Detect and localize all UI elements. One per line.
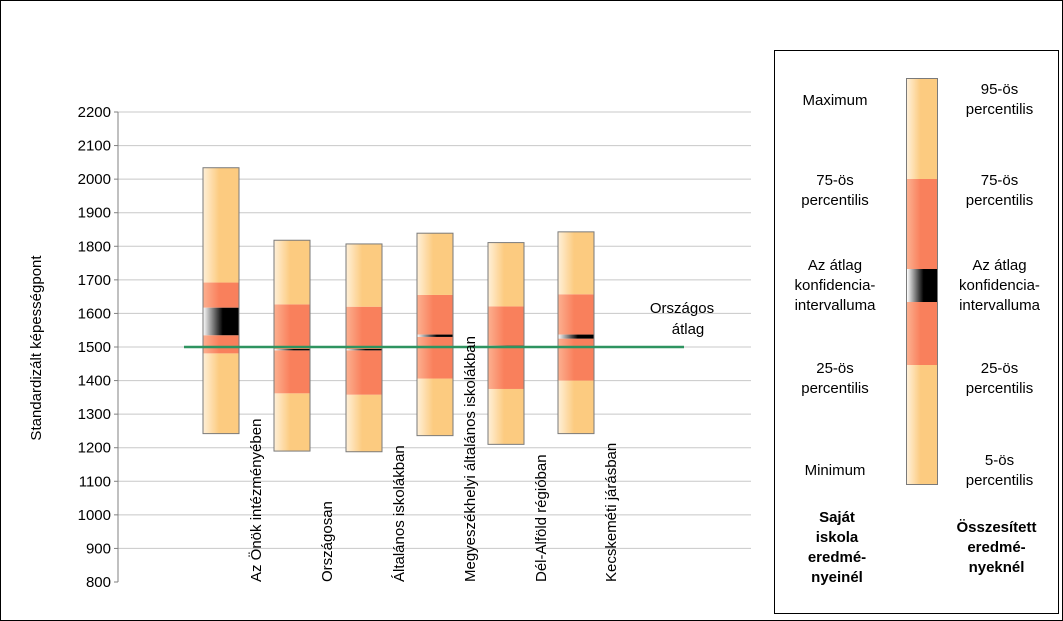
category-label: Megyeszékhelyi általános iskolákban <box>462 336 479 582</box>
box-5 <box>487 242 525 445</box>
y-tick-label: 1100 <box>79 473 111 490</box>
box-outline <box>487 242 525 445</box>
chart-plot: 800 900 1000 1100 1200 1300 1400 1500 1600 1700 18… <box>28 104 751 591</box>
box-upper-whisker <box>274 240 310 305</box>
box-upper-quartile <box>203 282 239 308</box>
category-label: Kecskeméti járásban <box>603 443 620 582</box>
legend-right-title: Összesített eredmé-nyeknél <box>956 519 1037 576</box>
legend: Maximum 75-ös percentilis Az átlag konfide… <box>774 50 1059 614</box>
box-2 <box>273 239 311 452</box>
reference-label-line1: Országos <box>650 300 714 317</box>
y-tick-label: 1200 <box>78 440 111 457</box>
legend-right-ci: Az átlag konfidencia-intervalluma <box>959 257 1040 314</box>
box-lower-quartile <box>558 338 594 381</box>
legend-right-p25: 25-ös percentilis <box>965 360 1034 397</box>
category-label: Általános iskolákban <box>391 445 408 582</box>
y-tick-label: 1400 <box>78 373 111 390</box>
box-outline <box>273 239 311 452</box>
box-lower-quartile <box>346 350 382 395</box>
box-lower-quartile <box>417 336 453 379</box>
box-lower-whisker <box>274 393 310 452</box>
legend-right-p95: 95-ös percentilis <box>965 81 1034 118</box>
box-lower-quartile <box>274 350 310 394</box>
y-tick-label: 900 <box>86 540 111 557</box>
y-tick-label: 1900 <box>78 205 111 222</box>
box-lower-whisker <box>203 353 239 434</box>
legend-left-p25: 25-ös percentilis <box>801 360 869 397</box>
box-upper-whisker <box>488 242 524 307</box>
box-confidence-interval <box>203 307 239 336</box>
box-upper-whisker <box>203 167 239 283</box>
legend-segment-ci <box>907 269 937 302</box>
category-label: Dél-Alföld régióban <box>533 454 550 582</box>
legend-sample-bar <box>906 78 938 485</box>
legend-segment-lower-inner <box>907 302 937 365</box>
box-1 <box>202 167 240 435</box>
box-upper-quartile <box>488 306 524 346</box>
box-lower-quartile <box>488 347 524 389</box>
y-tick-label: 1300 <box>78 406 111 423</box>
box-upper-quartile <box>558 294 594 335</box>
box-lower-whisker <box>558 380 594 434</box>
box-upper-whisker <box>558 231 594 295</box>
legend-right-p5: 5-ös percentilis <box>965 452 1034 489</box>
box-confidence-interval <box>417 334 453 337</box>
y-tick-label: 800 <box>86 574 111 591</box>
y-tick-label: 2100 <box>78 138 111 155</box>
box-lower-whisker <box>417 378 453 436</box>
box-4 <box>416 232 454 437</box>
box-3 <box>345 243 383 453</box>
box-upper-whisker <box>417 233 453 295</box>
box-lower-quartile <box>203 335 239 354</box>
box-outline <box>557 231 595 435</box>
legend-left-title: Saját iskola eredmé-nyeinél <box>807 509 867 586</box>
category-label: Országosan <box>319 501 336 582</box>
box-outline <box>202 167 240 435</box>
box-confidence-interval <box>558 334 594 339</box>
legend-left-ci: Az átlag konfidencia-intervalluma <box>794 257 876 314</box>
legend-segment-lower-outer <box>907 365 937 484</box>
y-tick-label: 1000 <box>78 507 111 524</box>
y-tick-label: 1800 <box>78 238 111 255</box>
legend-segment-upper-inner <box>907 179 937 269</box>
box-confidence-interval <box>274 349 310 351</box>
y-tick-label: 1500 <box>78 339 111 356</box>
reference-label-line2: átlag <box>672 321 705 338</box>
y-tick-label: 1600 <box>78 305 111 322</box>
box-confidence-interval <box>346 349 382 351</box>
legend-segment-upper-outer <box>907 79 937 179</box>
legend-right-p75: 75-ös percentilis <box>965 172 1034 209</box>
category-label: Az Önök intézményében <box>247 419 265 582</box>
box-upper-quartile <box>346 306 382 350</box>
legend-left-p75: 75-ös percentilis <box>801 172 869 209</box>
y-axis-title: Standardizált képességpont <box>28 255 45 441</box>
y-tick-label: 1700 <box>78 272 111 289</box>
y-tick-label: 2000 <box>78 171 111 188</box>
box-upper-quartile <box>274 304 310 350</box>
legend-left-minimum: Minimum <box>804 462 866 479</box>
box-outline <box>416 232 454 437</box>
box-6 <box>557 231 595 435</box>
legend-left-maximum: Maximum <box>802 92 868 109</box>
box-upper-whisker <box>346 243 382 307</box>
y-tick-label: 2200 <box>78 104 111 121</box>
box-lower-whisker <box>488 388 524 445</box>
box-lower-whisker <box>346 394 382 452</box>
box-upper-quartile <box>417 294 453 335</box>
